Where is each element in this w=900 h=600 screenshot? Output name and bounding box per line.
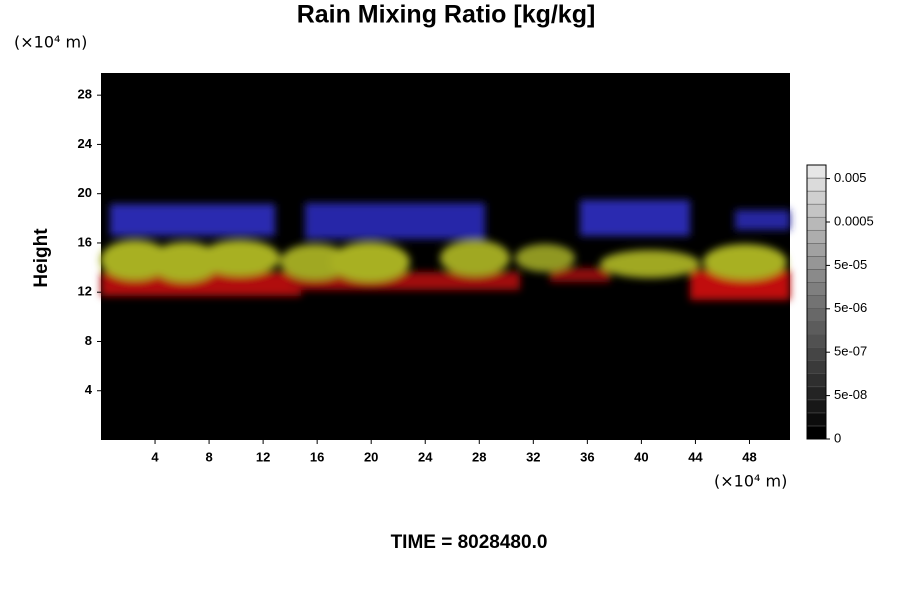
colorbar-segment [806,412,827,427]
colorbar-tick-label: 5e-08 [834,387,867,402]
cloud-yellow [330,242,410,282]
y-tick-label: 8 [85,333,92,348]
y-tick-label: 24 [78,136,93,151]
y-tick-label: 4 [85,382,93,397]
colorbar-frame [806,164,827,440]
x-tick-label: 40 [634,449,648,464]
cloud-blue [580,200,690,236]
x-tick-label: 12 [256,449,270,464]
chart-title: Rain Mixing Ratio [kg/kg] [297,1,596,29]
colorbar-segment [806,203,827,218]
x-tick-label: 20 [364,449,378,464]
colorbar-segment [806,360,827,375]
x-tick-label: 28 [472,449,486,464]
colorbar-segment [806,347,827,361]
cloud-yellow [515,244,575,272]
x-unit: (×10⁴ m) [714,472,787,491]
colorbar-segment [806,190,827,205]
y-axis-label: Height [31,228,52,288]
colorbar-segment [806,282,827,296]
footer: TIME = 8028480.0 [391,532,548,553]
colorbar-tick-label: 5e-05 [834,257,867,272]
colorbar-segment [806,399,827,414]
x-tick-label: 16 [310,449,324,464]
colorbar-tick-label: 5e-06 [834,300,867,315]
x-tick-label: 36 [580,449,594,464]
colorbar-segment [806,256,827,270]
colorbar-segment [806,164,827,179]
y-tick-label: 12 [78,284,92,299]
cloud-blue [110,204,275,236]
cloud-yellow [600,250,700,278]
colorbar-segment [806,269,827,283]
colorbar-tick-label: 0 [834,430,841,445]
colorbar-segment [806,229,827,244]
cloud-red [550,268,610,282]
x-tick-label: 44 [688,449,703,464]
y-tick-label: 16 [78,234,92,249]
colorbar-segment [806,373,827,388]
cloud-yellow [703,244,787,280]
colorbar-tick-label: 5e-07 [834,344,867,359]
y-unit: (×10⁴ m) [14,33,87,52]
cloud-yellow [200,240,280,276]
x-tick-label: 24 [418,449,433,464]
colorbar-segment [806,308,827,322]
colorbar-tick-label: 0.005 [834,170,867,185]
colorbar-segment [806,334,827,348]
x-tick-label: 8 [205,449,212,464]
x-tick-label: 32 [526,449,540,464]
cloud-yellow [440,240,510,276]
y-tick-label: 20 [78,185,92,200]
colorbar-segment [806,243,827,257]
colorbar-segment [806,386,827,401]
cloud-yellow [100,240,170,280]
colorbar-segment [806,295,827,309]
cloud-yellow [280,244,350,280]
cloud-blue [305,203,485,239]
cloud-blue [735,210,790,230]
colorbar-segment [806,216,827,231]
x-tick-label: 4 [151,449,159,464]
cloud-render [100,200,790,300]
colorbar-segment [806,321,827,335]
colorbar-tick-label: 0.0005 [834,213,874,228]
x-tick-label: 48 [742,449,756,464]
colorbar-segment [806,177,827,192]
y-tick-label: 28 [78,87,92,102]
colorbar-segment [806,425,827,440]
